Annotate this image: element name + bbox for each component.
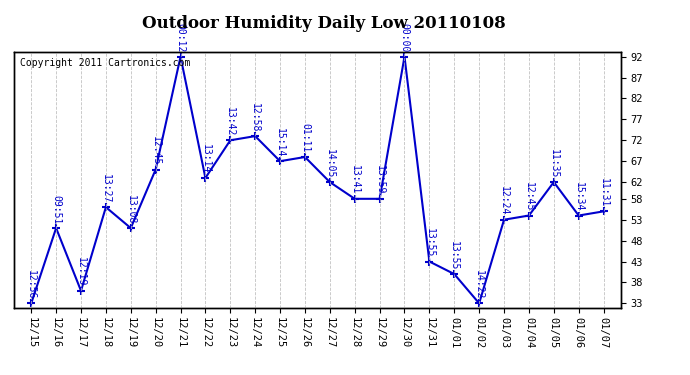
Text: 13:08: 13:08 xyxy=(126,195,136,224)
Text: 14:05: 14:05 xyxy=(325,148,335,178)
Text: 00:00: 00:00 xyxy=(400,23,409,52)
Text: Outdoor Humidity Daily Low 20110108: Outdoor Humidity Daily Low 20110108 xyxy=(142,15,506,32)
Text: 01:11: 01:11 xyxy=(300,123,310,153)
Text: 00:12: 00:12 xyxy=(175,23,186,52)
Text: 12:45: 12:45 xyxy=(150,136,161,165)
Text: 12:19: 12:19 xyxy=(76,257,86,286)
Text: 09:51: 09:51 xyxy=(51,195,61,224)
Text: 12:24: 12:24 xyxy=(499,186,509,216)
Text: 13:14: 13:14 xyxy=(200,144,210,174)
Text: 13:59: 13:59 xyxy=(375,165,384,195)
Text: 12:58: 12:58 xyxy=(250,103,260,132)
Text: 15:34: 15:34 xyxy=(573,182,584,212)
Text: 12:56: 12:56 xyxy=(26,270,36,299)
Text: 14:22: 14:22 xyxy=(474,270,484,299)
Text: 13:42: 13:42 xyxy=(226,107,235,136)
Text: 13:41: 13:41 xyxy=(350,165,359,195)
Text: Copyright 2011 Cartronics.com: Copyright 2011 Cartronics.com xyxy=(20,58,190,68)
Text: 11:35: 11:35 xyxy=(549,148,559,178)
Text: 13:55: 13:55 xyxy=(449,240,460,270)
Text: 13:55: 13:55 xyxy=(424,228,435,257)
Text: 15:14: 15:14 xyxy=(275,128,285,157)
Text: 12:45: 12:45 xyxy=(524,182,534,212)
Text: 13:27: 13:27 xyxy=(101,174,111,203)
Text: 11:31: 11:31 xyxy=(599,178,609,207)
